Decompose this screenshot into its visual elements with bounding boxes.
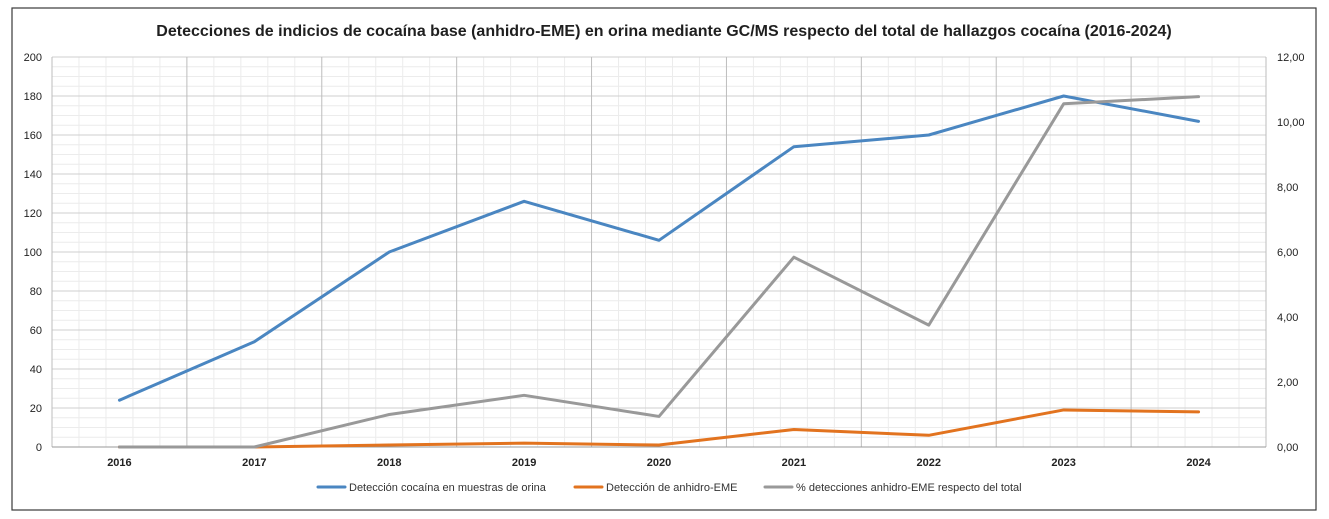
y2-tick-label: 8,00 bbox=[1277, 182, 1298, 194]
y-tick-label: 160 bbox=[24, 130, 42, 142]
y-tick-label: 120 bbox=[24, 208, 42, 220]
y2-tick-label: 12,00 bbox=[1277, 52, 1305, 64]
y2-tick-label: 6,00 bbox=[1277, 247, 1298, 259]
y-tick-label: 40 bbox=[30, 364, 42, 376]
legend-label: Detección de anhidro-EME bbox=[606, 482, 737, 494]
series-lines bbox=[117, 94, 1201, 449]
x-tick-label: 2024 bbox=[1186, 457, 1211, 469]
y-tick-label: 180 bbox=[24, 91, 42, 103]
x-tick-label: 2019 bbox=[512, 457, 536, 469]
series-line-1 bbox=[117, 94, 1201, 402]
chart-border bbox=[11, 7, 1317, 511]
series-line-3 bbox=[117, 95, 1201, 449]
y-tick-label: 200 bbox=[24, 52, 42, 64]
chart-title: Detecciones de indicios de cocaína base … bbox=[156, 23, 1171, 40]
legend: Detección cocaína en muestras de orina De… bbox=[316, 482, 1022, 494]
y2-tick-label: 10,00 bbox=[1277, 117, 1305, 129]
x-tick-label: 2018 bbox=[377, 457, 401, 469]
legend-label: % detecciones anhidro-EME respecto del t… bbox=[796, 482, 1022, 494]
x-tick-label: 2020 bbox=[647, 457, 671, 469]
y-tick-label: 0 bbox=[36, 442, 42, 454]
x-tick-label: 2021 bbox=[782, 457, 806, 469]
y-tick-label: 80 bbox=[30, 286, 42, 298]
legend-label: Detección cocaína en muestras de orina bbox=[349, 482, 547, 494]
y-tick-label: 60 bbox=[30, 325, 42, 337]
y2-tick-label: 2,00 bbox=[1277, 377, 1298, 389]
x-axis-labels: 2016 2017 2018 2019 2020 2021 2022 2023 2024 bbox=[107, 457, 1211, 469]
series-line-2 bbox=[117, 408, 1201, 449]
grid-lines bbox=[51, 56, 1267, 448]
x-tick-label: 2017 bbox=[242, 457, 266, 469]
y-axis-left-labels: 0 20 40 60 80 100 120 140 160 180 200 bbox=[24, 52, 42, 454]
x-tick-label: 2023 bbox=[1051, 457, 1075, 469]
y2-tick-label: 0,00 bbox=[1277, 442, 1298, 454]
y2-tick-label: 4,00 bbox=[1277, 312, 1298, 324]
x-tick-label: 2022 bbox=[917, 457, 941, 469]
x-tick-label: 2016 bbox=[107, 457, 131, 469]
y-tick-label: 20 bbox=[30, 403, 42, 415]
y-axis-right-labels: 0,00 2,00 4,00 6,00 8,00 10,00 12,00 bbox=[1277, 52, 1305, 454]
y-tick-label: 100 bbox=[24, 247, 42, 259]
y-tick-label: 140 bbox=[24, 169, 42, 181]
